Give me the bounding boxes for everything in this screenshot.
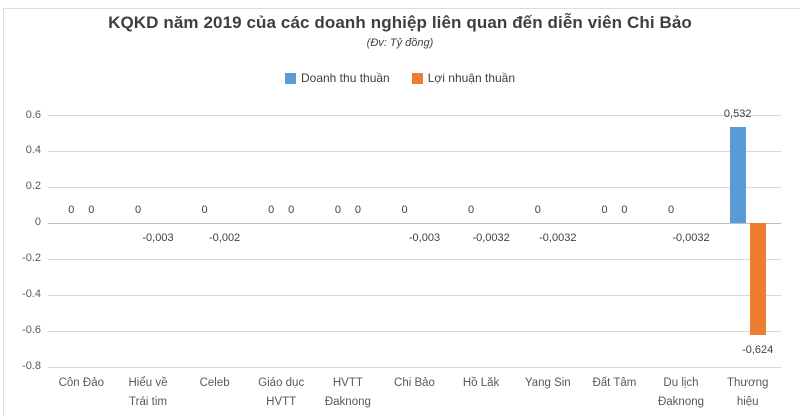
x-axis-label-line: Đaknong — [324, 396, 371, 408]
data-label: -0,624 — [742, 343, 774, 356]
data-label: 0,532 — [723, 108, 752, 121]
y-tick-label: 0 — [34, 216, 41, 229]
legend-item-loi-nhuan-thuan: Lợi nhuận thuần — [411, 71, 516, 85]
data-label: 0 — [268, 203, 275, 216]
data-label: -0,0032 — [472, 231, 510, 244]
data-label: -0,002 — [208, 231, 241, 244]
legend-label: Lợi nhuận thuần — [427, 71, 516, 85]
bar-doanh-thu-thuan — [729, 127, 746, 223]
data-label: 0 — [88, 203, 95, 216]
x-axis-label: Hồ Lăk — [445, 374, 517, 393]
gridline — [48, 115, 781, 116]
data-label: 0 — [354, 203, 361, 216]
legend: Doanh thu thuần Lợi nhuận thuần — [0, 70, 800, 86]
gridline — [48, 150, 781, 152]
x-axis-label-line: HVTT — [266, 396, 297, 408]
y-tick-label: -0.4 — [22, 288, 41, 301]
data-label: 0 — [334, 203, 341, 216]
y-tick-label: 0.2 — [25, 180, 41, 193]
x-axis-label: Thương hiệu — [712, 374, 784, 412]
data-label: -0,0032 — [539, 231, 577, 244]
x-axis-label: Côn Đảo — [45, 374, 117, 393]
legend-item-doanh-thu-thuan: Doanh thu thuần — [284, 71, 390, 85]
data-label: 0 — [288, 203, 295, 216]
gridline — [48, 222, 781, 224]
data-label: 0 — [401, 203, 408, 216]
x-axis-label-line: Đaknong — [657, 396, 705, 408]
y-tick-label: -0.8 — [22, 360, 41, 372]
data-label: 0 — [601, 203, 608, 216]
legend-swatch-icon — [284, 72, 296, 84]
y-tick-label: -0.2 — [22, 252, 41, 265]
gridline — [48, 330, 781, 332]
gridline — [48, 294, 781, 296]
data-label: -0,003 — [142, 231, 174, 244]
x-axis-label-line: HVTT — [332, 377, 363, 389]
data-label: 0 — [134, 203, 142, 216]
legend-swatch-icon — [411, 72, 423, 84]
x-axis-label-line: Giáo dục — [258, 377, 305, 389]
data-label: 0 — [68, 203, 75, 216]
chart-border-left — [3, 8, 4, 417]
data-label: 0 — [621, 203, 628, 216]
x-axis-label-line: Celeb — [199, 377, 230, 389]
x-axis-label-line: Hiểu về — [128, 377, 168, 389]
data-label: 0 — [468, 203, 475, 216]
data-label: 0 — [201, 203, 208, 216]
x-axis-label-line: Hồ Lăk — [462, 377, 500, 389]
data-label: -0,0032 — [672, 231, 710, 244]
y-tick-label: 0.4 — [25, 144, 41, 157]
gridline — [48, 186, 781, 188]
x-axis-label: Du lịch Đaknong — [645, 374, 717, 412]
data-label: 0 — [534, 203, 541, 216]
x-axis-label: Chi Bảo — [379, 374, 451, 393]
x-axis-label-line: Du lịch — [663, 377, 699, 389]
x-axis-label: Đất Tâm — [578, 374, 650, 393]
x-axis-label-line: Yang Sin — [524, 377, 571, 389]
x-axis-label: Giáo dục HVTT — [245, 374, 317, 412]
legend-label: Doanh thu thuần — [300, 71, 390, 85]
x-axis-label: HVTT Đaknong — [312, 374, 384, 412]
data-label: -0,003 — [408, 231, 441, 244]
x-axis-label: Yang Sin — [512, 374, 584, 393]
y-tick-label: -0.6 — [22, 324, 41, 337]
gridline — [48, 366, 781, 368]
bar-loi-nhuan-thuan — [749, 222, 766, 335]
x-axis-label-line: Côn Đảo — [58, 377, 104, 389]
x-axis-label-line: Thương — [726, 377, 769, 389]
chart-border-top — [3, 8, 800, 9]
x-axis-label: Hiểu về Trái tim — [112, 374, 184, 412]
gridline — [48, 258, 781, 260]
x-axis-label-line: Đất Tâm — [592, 377, 637, 389]
chart-subtitle: (Đv: Tỷ đồng) — [366, 37, 434, 49]
y-tick-label: 0.6 — [25, 108, 41, 121]
data-label: 0 — [667, 203, 675, 216]
chart-title: KQKD năm 2019 của các doanh nghiệp liên … — [108, 13, 692, 32]
x-axis-label-line: Trái tim — [129, 396, 167, 408]
x-axis-label-line: Chi Bảo — [394, 377, 435, 389]
x-axis-label: Celeb — [179, 374, 251, 393]
x-axis-label-line: hiệu — [736, 396, 759, 408]
